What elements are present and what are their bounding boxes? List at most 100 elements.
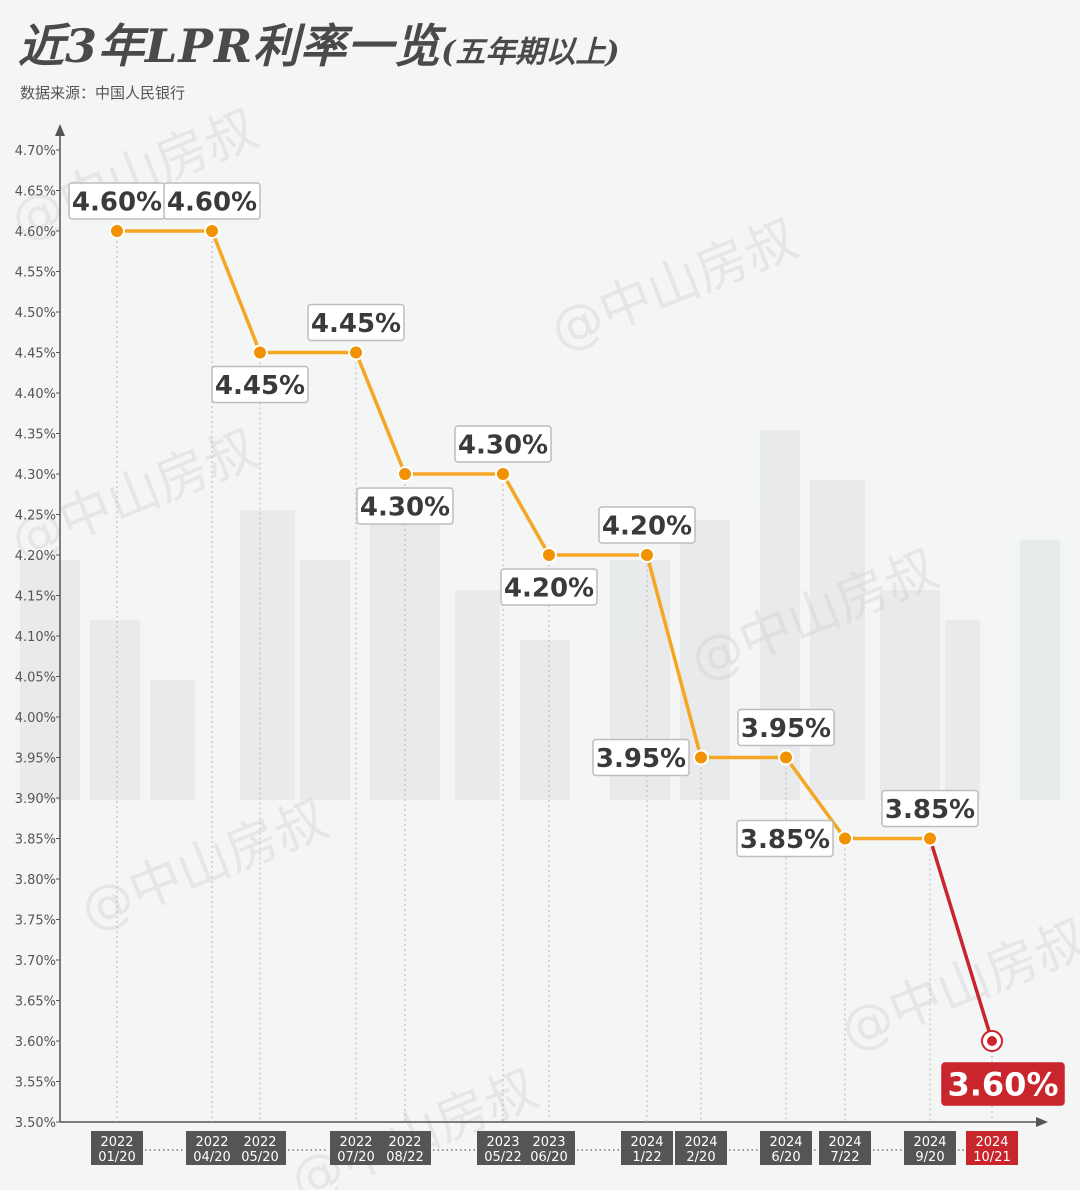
watermark-text: @中山房叔 xyxy=(682,539,946,692)
line-segment xyxy=(928,836,994,1043)
x-tick-year: 2022 xyxy=(243,1135,276,1150)
x-tick-year: 2024 xyxy=(684,1135,717,1150)
data-label-text: 3.85% xyxy=(885,795,975,825)
data-point xyxy=(837,830,853,847)
data-label-text: 3.60% xyxy=(947,1066,1058,1104)
data-label: 3.85% xyxy=(736,819,834,858)
line-segment xyxy=(210,229,262,355)
y-tick-label: 3.75% xyxy=(15,914,56,929)
data-label-text: 4.30% xyxy=(458,430,548,460)
x-tick-box xyxy=(904,1131,956,1165)
data-label-text: 4.45% xyxy=(311,309,401,339)
data-label-box xyxy=(211,365,309,404)
x-tick-year: 2024 xyxy=(828,1135,861,1150)
x-tick-box xyxy=(966,1131,1018,1165)
x-tick-box xyxy=(621,1131,673,1165)
x-tick-date: 1/22 xyxy=(632,1150,661,1165)
data-label: 4.30% xyxy=(356,487,454,525)
y-tick-label: 4.40% xyxy=(15,387,56,402)
y-tick-label: 3.90% xyxy=(15,792,56,807)
x-tick-date: 2/20 xyxy=(686,1150,715,1165)
x-tick-year: 2024 xyxy=(630,1135,663,1150)
data-label-text: 3.95% xyxy=(741,714,831,744)
x-tick-year: 2023 xyxy=(486,1135,519,1150)
data-point xyxy=(541,547,557,563)
x-tick-box xyxy=(234,1131,286,1165)
data-point xyxy=(252,344,268,361)
data-label: 4.60% xyxy=(68,182,166,220)
data-label-box xyxy=(454,425,552,463)
x-tick-date: 10/21 xyxy=(973,1150,1010,1165)
y-tick-label: 4.65% xyxy=(15,185,56,200)
title-subtitle: (五年期以上) xyxy=(441,35,620,70)
data-label: 4.45% xyxy=(211,365,309,404)
line-segment xyxy=(784,755,847,841)
data-label: 3.95% xyxy=(737,708,835,747)
y-tick-label: 3.85% xyxy=(15,833,56,848)
data-label-box xyxy=(356,487,454,525)
x-tick-year: 2022 xyxy=(195,1135,228,1150)
x-tick-date: 07/20 xyxy=(337,1150,374,1165)
data-label: 4.20% xyxy=(598,506,696,544)
data-label: 3.95% xyxy=(592,738,690,777)
x-tick-box xyxy=(675,1131,727,1165)
y-tick-label: 3.55% xyxy=(15,1076,56,1091)
data-label-text: 4.30% xyxy=(360,492,450,522)
x-tick-date: 05/20 xyxy=(241,1150,278,1165)
y-tick-label: 3.50% xyxy=(15,1116,56,1131)
watermark-text: @中山房叔 xyxy=(542,209,806,362)
data-point xyxy=(495,466,511,482)
y-tick-label: 4.25% xyxy=(15,509,56,524)
x-tick-box xyxy=(186,1131,238,1165)
y-tick-label: 4.30% xyxy=(15,468,56,483)
data-label-text: 4.20% xyxy=(602,511,692,541)
data-label-text: 4.60% xyxy=(167,187,257,217)
x-tick-date: 6/20 xyxy=(771,1150,800,1165)
data-point xyxy=(204,223,220,239)
data-label-text: 3.85% xyxy=(740,825,830,855)
data-source: 数据来源：中国人民银行 xyxy=(20,84,186,102)
data-label-text: 3.95% xyxy=(596,744,686,774)
data-label: 4.45% xyxy=(307,303,405,342)
y-tick-label: 4.60% xyxy=(15,225,56,240)
x-tick-date: 01/20 xyxy=(98,1150,135,1165)
x-tick-box xyxy=(477,1131,529,1165)
y-tick-label: 3.65% xyxy=(15,995,56,1010)
x-tick-date: 7/22 xyxy=(830,1150,859,1165)
y-tick-label: 3.60% xyxy=(15,1035,56,1050)
data-label-box xyxy=(592,738,690,777)
chart-title: 近3年LPR利率一览(五年期以上) xyxy=(18,10,620,76)
data-point xyxy=(778,749,794,766)
x-tick-date: 04/20 xyxy=(193,1150,230,1165)
y-tick-label: 4.55% xyxy=(15,266,56,281)
y-tick-label: 4.05% xyxy=(15,671,56,686)
x-tick-box xyxy=(523,1131,575,1165)
data-label-box xyxy=(736,819,834,858)
data-point xyxy=(639,547,655,563)
data-label-box xyxy=(307,303,405,342)
data-label: 4.60% xyxy=(163,182,261,220)
y-tick-label: 4.50% xyxy=(15,306,56,321)
watermark-text: @中山房叔 xyxy=(832,909,1080,1062)
x-tick-year: 2024 xyxy=(769,1135,802,1150)
x-tick-date: 06/20 xyxy=(530,1150,567,1165)
x-tick-year: 2024 xyxy=(913,1135,946,1150)
data-label-box xyxy=(737,708,835,747)
x-axis-arrow xyxy=(1036,1117,1048,1127)
data-label-text: 4.45% xyxy=(215,371,305,401)
line-segment xyxy=(354,350,407,476)
x-tick-date: 08/22 xyxy=(386,1150,423,1165)
data-label-box xyxy=(163,182,261,220)
